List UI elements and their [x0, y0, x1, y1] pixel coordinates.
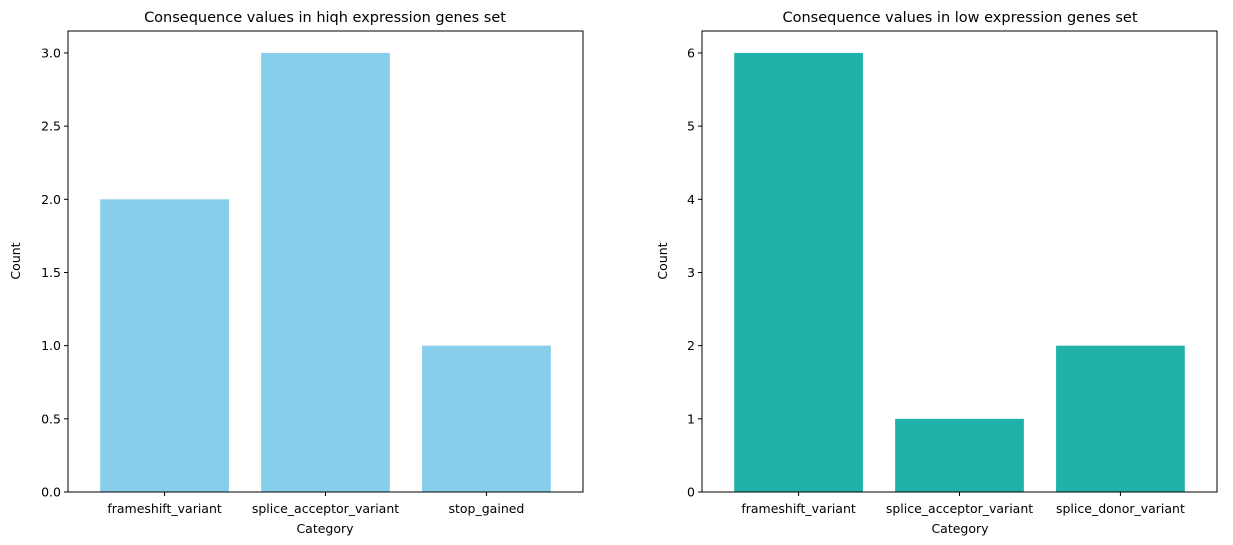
y-tick-label: 3 [687, 265, 695, 280]
y-tick-label: 2 [687, 338, 695, 353]
x-tick-label: splice_donor_variant [1056, 501, 1185, 516]
x-tick-label: splice_acceptor_variant [252, 501, 399, 516]
y-tick-label: 6 [687, 45, 695, 60]
y-tick-label: 4 [687, 192, 695, 207]
chart-high-expression: Consequence values in hiqh expression ge… [8, 10, 584, 536]
bar-splice_acceptor_variant [261, 52, 390, 492]
y-axis-label: Count [655, 242, 670, 279]
y-tick-label: 0.0 [41, 485, 61, 500]
x-tick-label: frameshift_variant [107, 501, 222, 516]
bar-frameshift_variant [100, 199, 229, 493]
y-tick-label: 1.5 [41, 265, 61, 280]
y-tick-label: 0 [687, 485, 695, 500]
x-axis-label: Category [296, 521, 354, 536]
bar-frameshift_variant [734, 52, 863, 492]
x-axis-label: Category [931, 521, 989, 536]
y-tick-label: 2.5 [41, 119, 61, 134]
bar-splice_acceptor_variant [895, 418, 1024, 492]
y-tick-label: 1 [687, 411, 695, 426]
x-tick-label: splice_acceptor_variant [886, 501, 1033, 516]
y-tick-label: 0.5 [41, 411, 61, 426]
y-tick-label: 3.0 [41, 45, 61, 60]
y-axis-label: Count [8, 242, 23, 279]
bar-splice_donor_variant [1056, 345, 1185, 492]
chart-title: Consequence values in hiqh expression ge… [144, 10, 506, 26]
x-tick-label: frameshift_variant [741, 501, 856, 516]
y-tick-label: 5 [687, 119, 695, 134]
x-tick-label: stop_gained [449, 501, 525, 516]
chart-title: Consequence values in low expression gen… [782, 10, 1137, 26]
y-tick-label: 1.0 [41, 338, 61, 353]
chart-low-expression: Consequence values in low expression gen… [655, 10, 1218, 536]
bar-stop_gained [422, 345, 551, 492]
y-tick-label: 2.0 [41, 192, 61, 207]
